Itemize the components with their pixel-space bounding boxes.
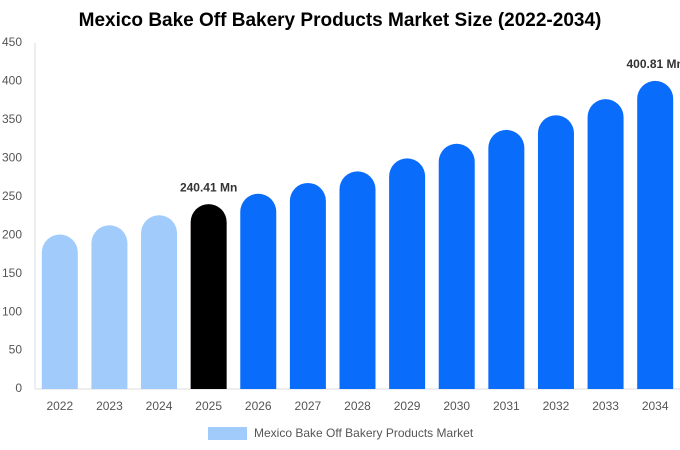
bar (587, 99, 624, 389)
x-tick-label: 2029 (394, 399, 421, 413)
y-tick-label: 100 (2, 304, 22, 318)
y-tick-label: 50 (9, 343, 23, 357)
bar (289, 182, 326, 389)
bar (240, 193, 277, 389)
y-tick-label: 250 (2, 189, 22, 203)
x-tick-label: 2034 (642, 399, 669, 413)
x-tick-label: 2030 (443, 399, 470, 413)
x-tick-label: 2025 (195, 399, 222, 413)
x-tick-label: 2033 (592, 399, 619, 413)
x-tick-label: 2024 (146, 399, 173, 413)
bar (91, 225, 128, 389)
legend-label: Mexico Bake Off Bakery Products Market (254, 426, 474, 440)
bar (339, 171, 376, 389)
x-tick-label: 2026 (245, 399, 272, 413)
x-tick-label: 2023 (96, 399, 123, 413)
y-tick-label: 300 (2, 151, 22, 165)
bar (41, 234, 78, 389)
x-tick-label: 2028 (344, 399, 371, 413)
bar (537, 115, 574, 389)
y-tick-label: 150 (2, 266, 22, 280)
data-label: 400.81 Mn (627, 57, 680, 71)
x-tick-label: 2022 (46, 399, 73, 413)
bar (488, 129, 525, 389)
y-tick-label: 0 (15, 381, 22, 395)
x-tick-label: 2031 (493, 399, 520, 413)
y-tick-label: 400 (2, 74, 22, 88)
bar (141, 215, 178, 389)
x-tick-label: 2032 (543, 399, 570, 413)
data-label: 240.41 Mn (180, 180, 237, 194)
legend-swatch (208, 427, 247, 440)
y-tick-label: 200 (2, 227, 22, 241)
bar (190, 204, 227, 389)
bar (637, 80, 674, 389)
bar (438, 143, 475, 389)
y-tick-label: 350 (2, 112, 22, 126)
chart-title: Mexico Bake Off Bakery Products Market S… (79, 10, 602, 31)
x-tick-label: 2027 (295, 399, 322, 413)
y-tick-label: 450 (2, 35, 22, 49)
bar (389, 158, 426, 389)
